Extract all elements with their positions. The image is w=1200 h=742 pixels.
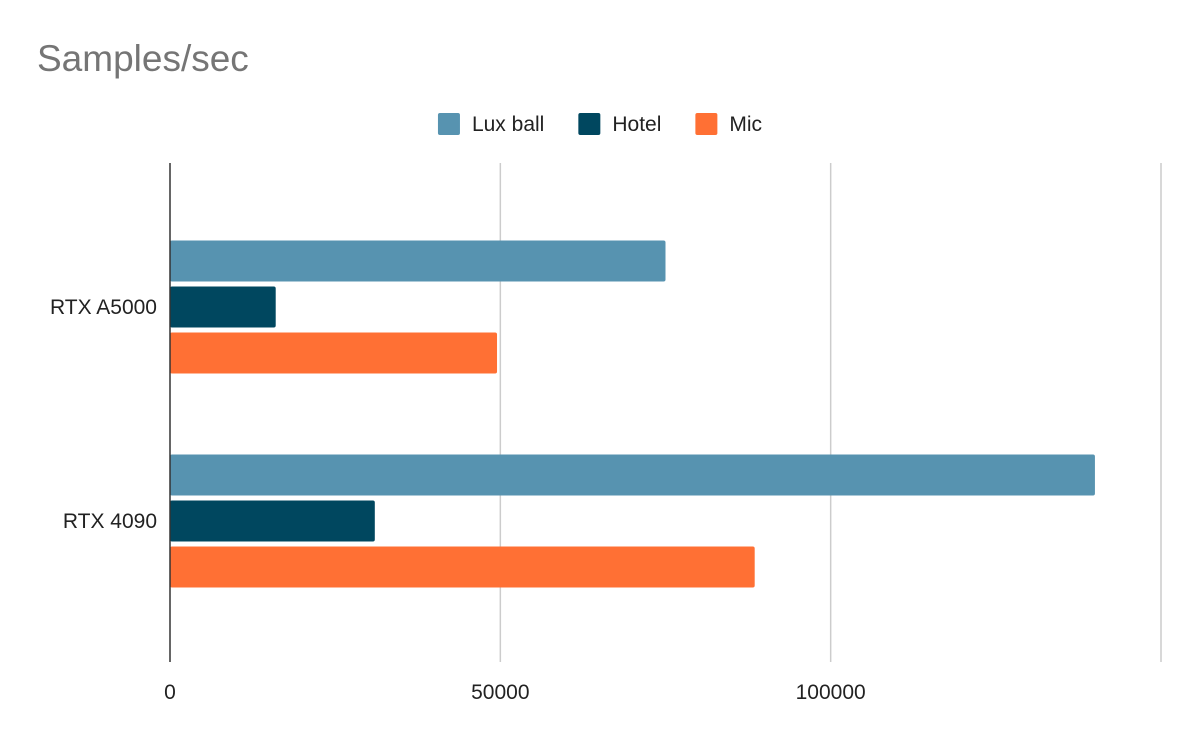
x-tick-label: 0 (164, 681, 176, 704)
bar-mic-rtx-4090 (170, 546, 755, 588)
bar-lux-ball-rtx-4090 (170, 454, 1095, 496)
bar-hotel-rtx-4090 (170, 500, 375, 542)
x-tick-labels: 0 50000 100000 (164, 681, 866, 704)
bar-hotel-rtx-a5000 (170, 286, 276, 328)
legend-label: Hotel (612, 113, 661, 136)
category-label: RTX A5000 (50, 296, 157, 319)
chart-title: Samples/sec (37, 38, 249, 79)
category-labels: RTX A5000 RTX 4090 (50, 296, 157, 533)
category-label: RTX 4090 (63, 510, 157, 533)
bars (170, 240, 1095, 588)
legend-swatch (578, 113, 601, 135)
chart-legend: Lux ball Hotel Mic (437, 113, 762, 136)
legend-swatch (695, 113, 718, 135)
x-tick-label: 50000 (471, 681, 529, 704)
legend-label: Mic (729, 113, 762, 136)
bar-lux-ball-rtx-a5000 (170, 240, 666, 282)
legend-label: Lux ball (472, 113, 544, 136)
bar-mic-rtx-a5000 (170, 332, 498, 374)
x-tick-label: 100000 (796, 681, 866, 704)
legend-swatch (437, 113, 460, 135)
